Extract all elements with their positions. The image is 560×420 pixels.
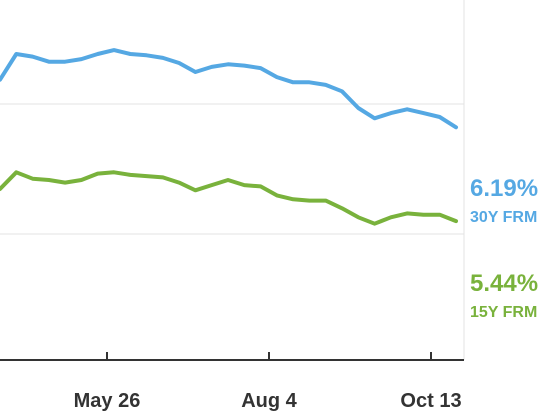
- gridlines: [0, 103, 464, 235]
- x-tick-label: May 26: [74, 390, 141, 412]
- series-line-15y-frm: [0, 170, 458, 226]
- x-tick-label: Aug 4: [241, 390, 297, 412]
- end-value-30y-frm: 6.19%: [470, 175, 538, 202]
- series-name-15y-frm: 15Y FRM: [470, 304, 537, 321]
- end-value-15y-frm: 5.44%: [470, 270, 538, 297]
- x-axis: May 26 Aug 4 Oct 13: [0, 352, 464, 412]
- series-name-30y-frm: 30Y FRM: [470, 209, 537, 226]
- x-tick-label: Oct 13: [400, 390, 461, 412]
- series-line-30y-frm: [0, 48, 458, 130]
- series-lines: [0, 48, 458, 226]
- end-labels: 6.19% 30Y FRM 5.44% 15Y FRM: [470, 175, 538, 321]
